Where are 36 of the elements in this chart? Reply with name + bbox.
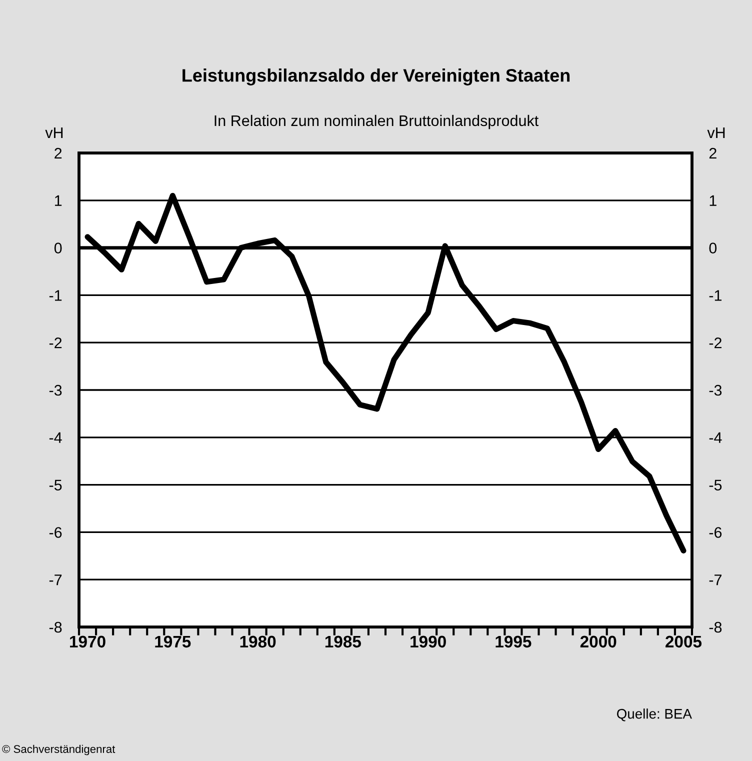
y-tick-label: -1	[49, 290, 62, 301]
y-tick-label: -4	[49, 432, 62, 443]
y-tick-label: -3	[49, 384, 62, 396]
y-tick-label: -5	[49, 480, 62, 490]
x-tick-label: 2005	[666, 636, 702, 648]
x-tick-label: 1985	[325, 636, 362, 648]
x-tick-label: 1970	[70, 636, 106, 648]
chart-subtitle: In Relation zum nominalen Bruttoinlandsprodukt	[214, 114, 539, 130]
y2-tick-label: -2	[709, 337, 722, 348]
y2-tick-label: -6	[709, 527, 722, 538]
text: © Sachverständigenrat	[2, 744, 116, 756]
source-note: Quelle: BEA	[617, 708, 692, 722]
y2-tick-label: 0	[709, 242, 717, 254]
x-tick-label: 1980	[240, 636, 276, 648]
y-tick-label: -6	[49, 527, 62, 538]
x-tick-label: 1995	[496, 636, 532, 648]
y2-tick-label: -1	[709, 290, 722, 301]
chart-title: Leistungsbilanzsaldo der Vereinigten Staaten	[182, 68, 570, 86]
y2-tick-label: -7	[709, 574, 722, 586]
y2-tick-label: -3	[709, 384, 722, 396]
y-tick-label: -7	[49, 574, 62, 586]
x-tick-label: 1990	[410, 636, 446, 648]
y-tick-label: 0	[54, 242, 62, 254]
x-tick-label: 2000	[580, 636, 616, 648]
y-axis-title: vH	[45, 127, 63, 138]
x-tick-label: 1975	[155, 636, 191, 648]
y2-tick-label: 1	[710, 195, 716, 206]
y2-tick-label: -5	[709, 480, 722, 490]
y2-tick-label: -4	[709, 432, 722, 443]
y-tick-label: -8	[49, 622, 62, 633]
y-tick-label: 1	[55, 195, 62, 206]
y-tick-label: -2	[49, 337, 62, 348]
y2-axis-title: vH	[707, 127, 725, 138]
y-tick-label: 2	[54, 148, 62, 159]
y2-tick-label: 2	[709, 148, 716, 159]
y2-tick-label: -8	[709, 622, 722, 633]
